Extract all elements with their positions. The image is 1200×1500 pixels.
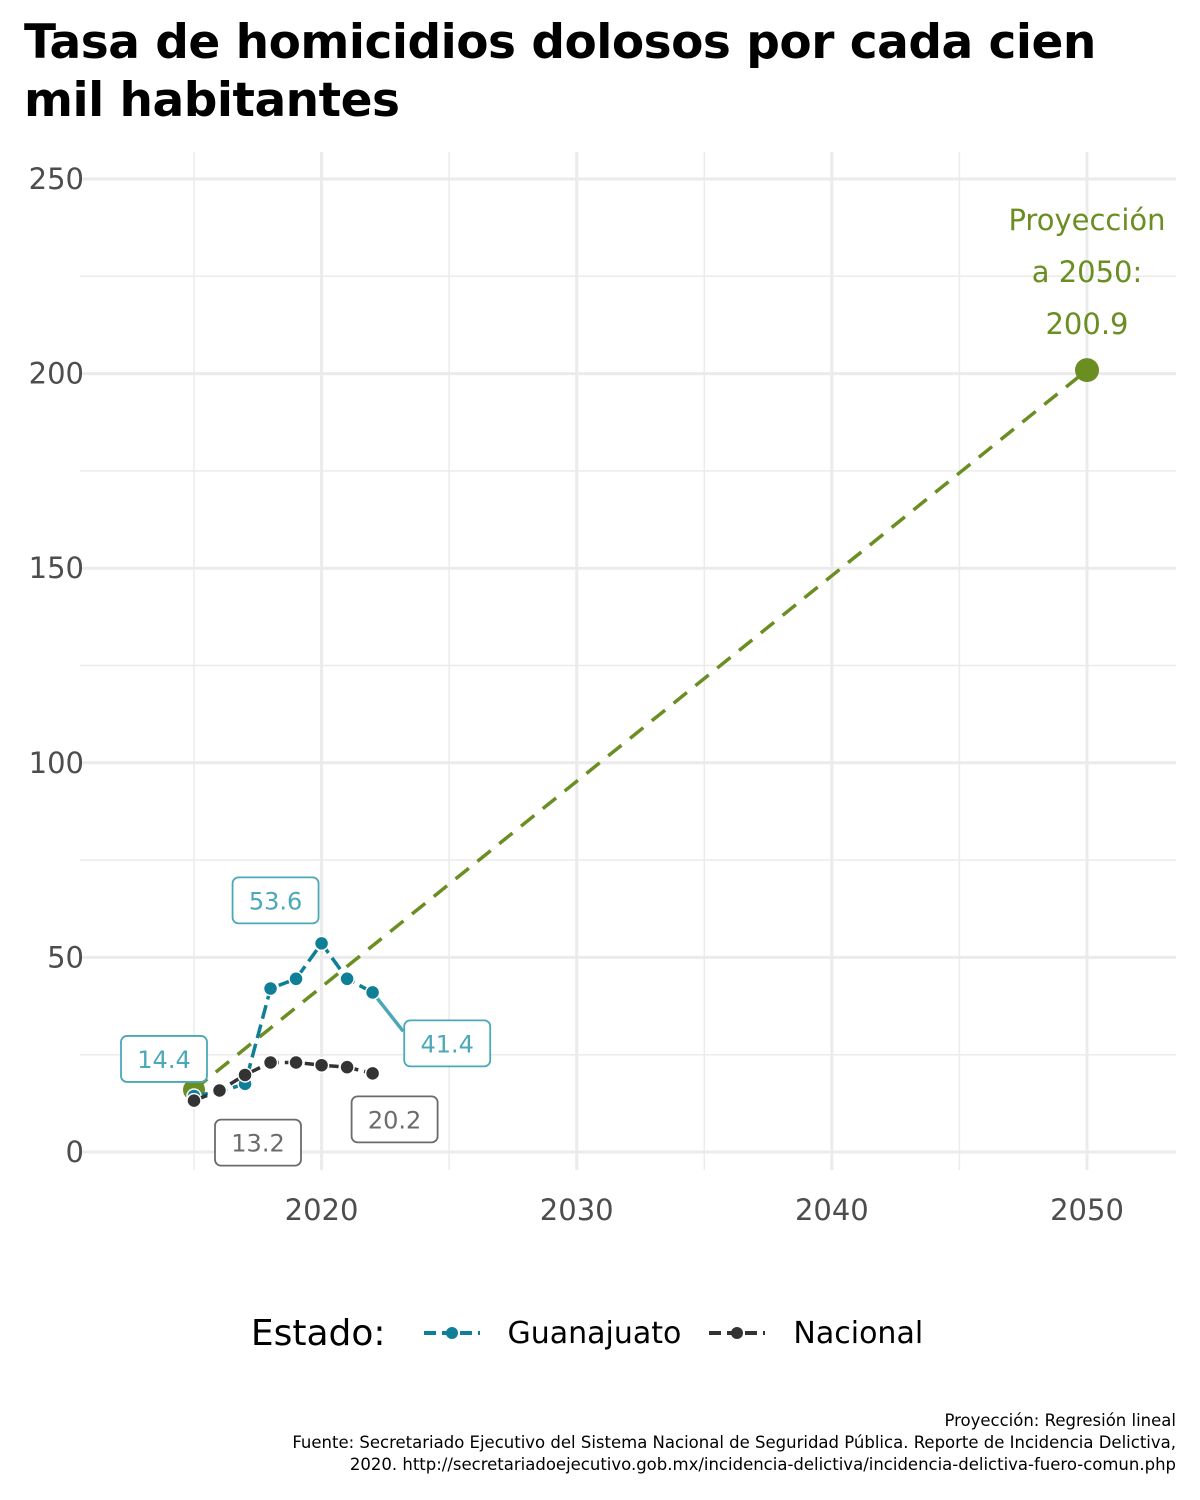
data-point-guanajuato: [288, 971, 304, 987]
data-point-nacional: [313, 1057, 330, 1073]
projection-layer: Proyección a 2050: 200.9: [183, 203, 1166, 1101]
y-tick-label: 0: [66, 1135, 84, 1169]
y-tick-label: 100: [29, 746, 84, 780]
data-point-nacional: [186, 1092, 202, 1109]
axis-ticks: 0 50 100 150 200 250 2020 2030 2040 2050: [29, 162, 1124, 1227]
caption: Proyección: Regresión lineal Fuente: Sec…: [292, 1410, 1176, 1476]
y-tick-label: 200: [29, 357, 84, 391]
caption-method: Proyección: Regresión lineal: [944, 1411, 1176, 1430]
projection-label: Proyección: [1008, 203, 1165, 237]
data-point-nacional: [211, 1082, 228, 1099]
caption-url: 2020. http://secretariadoejecutivo.gob.m…: [349, 1455, 1176, 1474]
data-label-box-nacional: [214, 1118, 302, 1167]
data-label-guanajuato: 53.6: [249, 887, 302, 915]
projection-end-point: [1075, 358, 1099, 383]
data-point-guanajuato: [364, 984, 381, 1001]
legend-label-guanajuato: Guanajuato: [507, 1315, 682, 1351]
x-tick-label: 2020: [285, 1193, 359, 1227]
legend: Estado: Guanajuato Nacional: [0, 1308, 1200, 1358]
data-point-nacional: [364, 1065, 381, 1082]
x-tick-label: 2030: [540, 1193, 614, 1227]
data-point-nacional: [288, 1054, 304, 1071]
y-tick-label: 150: [29, 551, 84, 585]
legend-title: Estado:: [250, 1312, 386, 1354]
data-point-nacional: [237, 1067, 253, 1083]
series-layer: [186, 935, 405, 1109]
x-tick-label: 2040: [795, 1193, 869, 1227]
chart-title: Tasa de homicidios dolosos por cada cien…: [24, 15, 1096, 128]
legend-label-nacional: Nacional: [793, 1315, 924, 1351]
y-tick-label: 50: [47, 940, 84, 974]
x-tick-label: 2050: [1050, 1193, 1124, 1227]
line-chart: 0 50 100 150 200 250 2020 2030 2040 2050 Proyecci…: [29, 152, 1176, 1227]
projection-label: a 2050:: [1032, 255, 1143, 289]
data-label-box-guanajuato: [231, 876, 320, 925]
data-label-guanajuato: 41.4: [420, 1030, 473, 1058]
legend-key-nacional: [709, 1327, 766, 1339]
data-label-box-guanajuato: [120, 1035, 208, 1083]
data-labels: 14.4 53.6 41.4 13.2 20.2: [120, 876, 492, 1167]
data-label-box-guanajuato: [403, 1019, 492, 1068]
data-point-guanajuato: [339, 971, 355, 987]
data-point-guanajuato: [262, 980, 279, 997]
y-tick-label: 250: [29, 162, 84, 196]
projection-line: [192, 368, 1089, 1092]
grid-lines: [80, 152, 1176, 1170]
data-point-guanajuato: [313, 935, 330, 952]
legend-item-nacional: Nacional: [707, 1316, 923, 1351]
data-label-box-nacional: [350, 1095, 439, 1144]
data-label-guanajuato: 14.4: [137, 1046, 190, 1074]
data-point-nacional: [262, 1054, 279, 1071]
data-label-nacional: 20.2: [368, 1106, 421, 1134]
projection-label: 200.9: [1045, 307, 1128, 341]
legend-item-guanajuato: Guanajuato: [422, 1315, 682, 1351]
caption-source: Fuente: Secretariado Ejecutivo del Siste…: [292, 1433, 1176, 1452]
legend-key-guanajuato: [423, 1327, 480, 1339]
data-point-nacional: [339, 1059, 355, 1075]
series-tail-guanajuato: [371, 991, 405, 1033]
data-label-nacional: 13.2: [231, 1130, 284, 1158]
